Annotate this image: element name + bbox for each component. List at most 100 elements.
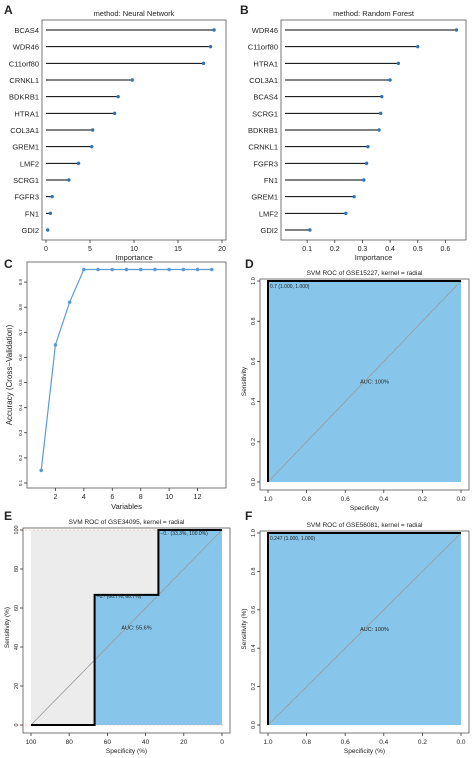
panel-a-xtick-label: 0 — [44, 246, 48, 253]
panel-e-title: SVM ROC of GSE34095, kernel = radial — [69, 519, 185, 526]
panel-e-auc-label: AUC: 55.6% — [121, 626, 151, 632]
panel-e-diagonal — [30, 529, 223, 726]
panel-b-category-label: COL3A1 — [249, 76, 278, 85]
panel-b-point — [454, 28, 459, 32]
panel-e-ytick-label: 40 — [14, 644, 20, 650]
panel-b-category-label: BDKRB1 — [248, 126, 278, 135]
panel-b-category-label: HTRA1 — [253, 59, 278, 68]
panel-a-category-label: BCAS4 — [14, 26, 39, 35]
panel-e-xtick-label: 40 — [142, 739, 150, 746]
panel-b-category-label: GREM1 — [251, 193, 278, 202]
panel-c-point — [39, 468, 44, 473]
panel-c-point — [153, 267, 157, 272]
panel-f-frame — [259, 530, 470, 734]
panel-d-roc-curve — [267, 280, 461, 482]
panel-c-xtick-label: 4 — [82, 494, 86, 501]
panel-a-xtick-label: 15 — [174, 246, 182, 253]
panel-e-frame — [22, 527, 231, 734]
panel-b-xtick-label: 0.3 — [358, 246, 368, 253]
panel-a-xtick-label: 20 — [218, 246, 226, 253]
panel-e-xtick-label: 20 — [180, 739, 188, 746]
panel-e-threshold-label: −0.· (33.3%, 100.0%) — [160, 531, 208, 537]
panel-f-xtick-label: 0.6 — [341, 739, 350, 746]
panel-f-ytick-label: 1.0 — [251, 529, 257, 537]
panel-c-ytick-label: 0.2 — [18, 454, 23, 461]
panel-d-xtick-label: 1.0 — [263, 496, 272, 503]
panel-a-title: method: Neural Network — [94, 9, 175, 18]
panel-b-category-label: FN1 — [264, 176, 278, 185]
panel-c-ytick-label: 0.8 — [18, 304, 23, 311]
panel-d-xlabel: Specificity — [350, 505, 380, 512]
panel-a-category-label: LMF2 — [20, 159, 39, 168]
panel-a-category-label: C11orf80 — [9, 59, 39, 68]
panel-a-category-label: HTRA1 — [14, 109, 39, 118]
panel-c-xtick-label: 6 — [110, 494, 114, 501]
panel-a-category-label: WDR46 — [13, 43, 39, 52]
panel-c-ylabel: Accuracy (Cross−Validation) — [5, 324, 14, 425]
panel-d-xtick-label: 0.0 — [456, 496, 465, 503]
panel-f-ytick-label: 0.8 — [251, 568, 257, 576]
panel-b-frame — [280, 19, 467, 241]
panel-b-xtick-label: 0.4 — [385, 246, 395, 253]
panel-letter-b: B — [240, 3, 249, 17]
panel-c-point — [209, 267, 214, 272]
panel-e-xtick-label: 60 — [104, 739, 112, 746]
panel-b-point — [377, 128, 381, 132]
panel-a-point — [48, 211, 53, 216]
panel-letter-d: D — [245, 257, 254, 271]
panel-b-point — [362, 178, 366, 182]
panel-b-category-label: BCAS4 — [253, 93, 278, 102]
panel-f-auc-label: AUC: 100% — [360, 627, 389, 633]
panel-b-xtick-label: 0.6 — [441, 246, 451, 253]
panel-f-ytick-label: 0.2 — [251, 683, 257, 691]
panel-b-category-label: C11orf80 — [248, 43, 278, 52]
panel-e-ytick-label: 20 — [14, 683, 20, 689]
panel-b-category-label: LMF2 — [259, 209, 278, 218]
panel-e-xtick-label: 100 — [26, 739, 37, 746]
panel-d-ytick-label: 0.2 — [251, 438, 257, 446]
panel-a-point — [112, 111, 117, 116]
panel-d-ytick-label: 1.0 — [251, 277, 257, 285]
panel-a-xlabel: Importance — [115, 253, 153, 262]
panel-e-xtick-label: 80 — [66, 739, 74, 746]
panel-b-point — [396, 61, 401, 66]
panel-c-ytick-label: 0.6 — [18, 354, 23, 361]
panel-a-point — [201, 61, 206, 66]
panel-f-title: SVM ROC of GSE56081, kernel = radial — [307, 522, 423, 529]
panel-b-point — [364, 161, 369, 166]
panel-d-xtick-label: 0.4 — [379, 496, 388, 503]
panel-c-series-line — [40, 268, 212, 471]
panel-f-roc-curve — [267, 532, 461, 725]
panel-c-point — [124, 267, 129, 272]
panel-b-point — [366, 144, 370, 149]
panel-c-xlabel: Variables — [111, 502, 142, 511]
panel-a-category-label: SCRG1 — [13, 176, 39, 185]
panel-e-ytick-label: 100 — [14, 525, 20, 534]
panel-d-xtick-label: 0.6 — [341, 496, 350, 503]
panel-a-point — [76, 161, 81, 166]
panel-f-ytick-label: 0.0 — [251, 721, 257, 729]
panel-b-xtick-label: 0.1 — [302, 246, 312, 253]
panel-d-diagonal — [267, 280, 462, 483]
panel-c-ytick-label: 0.9 — [18, 278, 23, 285]
panel-c-xtick-label: 10 — [165, 494, 173, 501]
panel-a-category-label: FGFR3 — [14, 193, 39, 202]
panel-e-ytick-label: 0 — [14, 723, 20, 726]
panel-letter-f: F — [245, 509, 252, 523]
panel-f-ytick-label: 0.4 — [251, 644, 257, 652]
panel-c-point — [67, 300, 72, 304]
panel-e-roc-curve — [31, 529, 222, 726]
panel-e-ytick-label: 80 — [14, 566, 20, 572]
panel-letter-c: C — [4, 257, 13, 271]
panel-e-xlabel: Specificity (%) — [106, 748, 147, 755]
panel-c-point — [167, 267, 171, 272]
panel-b-category-label: FGFR3 — [253, 159, 278, 168]
panel-f-ylabel: Sensitivity (%) — [241, 608, 248, 649]
panel-c-xtick-label: 12 — [194, 494, 202, 501]
panel-d-xtick-label: 0.8 — [302, 496, 311, 503]
panel-c-point — [138, 267, 143, 272]
panel-e-xtick-label: 0 — [220, 739, 224, 746]
panel-a-category-label: CRNKL1 — [9, 76, 39, 85]
panel-b-point — [380, 94, 384, 99]
